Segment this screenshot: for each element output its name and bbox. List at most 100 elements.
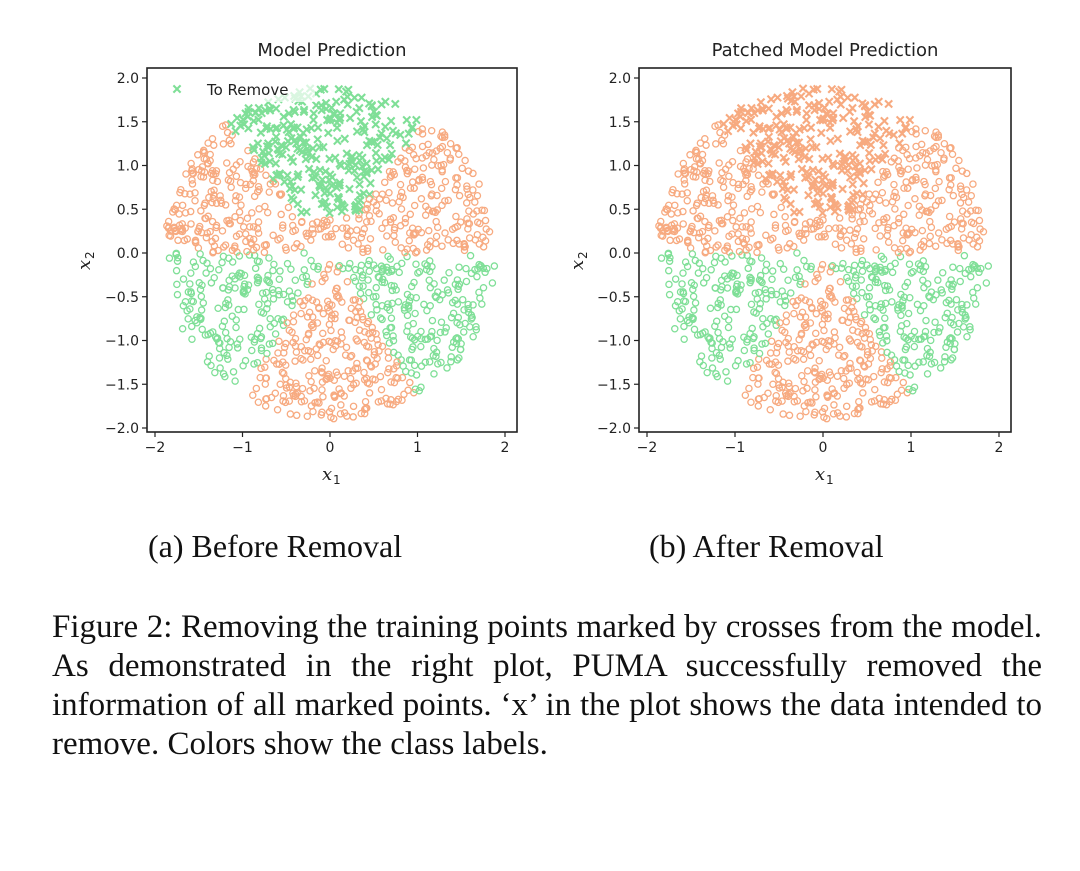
scatter-point-cross — [774, 143, 784, 152]
scatter-point — [880, 281, 889, 290]
scatter-point — [253, 278, 262, 287]
scatter-point-cross — [309, 167, 319, 177]
scatter-point — [478, 206, 486, 215]
scatter-point — [210, 273, 218, 282]
scatter-point — [852, 248, 860, 257]
scatter-point — [920, 177, 928, 186]
scatter-point — [679, 159, 688, 168]
scatter-point — [228, 246, 237, 254]
scatter-point — [701, 248, 709, 257]
scatter-point — [892, 362, 901, 370]
scatter-point — [688, 250, 697, 258]
scatter-point — [226, 219, 235, 228]
scatter-point — [359, 282, 367, 290]
scatter-point — [316, 341, 324, 349]
scatter-point — [881, 267, 889, 275]
scatter-point — [800, 321, 809, 330]
scatter-point-cross — [303, 147, 313, 156]
scatter-point-cross — [843, 93, 853, 103]
scatter-point — [772, 349, 781, 357]
scatter-point — [878, 365, 886, 373]
scatter-point-cross — [826, 136, 835, 146]
scatter-point — [191, 262, 200, 271]
scatter-point — [257, 308, 265, 316]
scatter-point — [377, 385, 386, 394]
scatter-point — [231, 213, 239, 221]
scatter-point — [236, 335, 244, 343]
scatter-point — [216, 196, 225, 205]
scatter-point — [785, 348, 793, 356]
scatter-point — [307, 256, 315, 265]
scatter-point — [232, 172, 241, 181]
scatter-point — [330, 393, 339, 402]
scatter-point — [304, 294, 313, 302]
scatter-point — [187, 289, 196, 298]
scatter-point — [938, 269, 947, 277]
scatter-point — [471, 198, 479, 206]
scatter-point — [894, 306, 902, 314]
scatter-point — [876, 232, 884, 240]
scatter-point — [900, 184, 908, 192]
scatter-point — [257, 344, 266, 352]
scatter-point-cross — [855, 167, 865, 177]
scatter-point — [268, 339, 277, 348]
scatter-point — [952, 295, 961, 304]
scatter-point-cross — [367, 165, 377, 175]
scatter-point — [401, 248, 409, 257]
scatter-point — [271, 389, 280, 398]
scatter-point — [294, 289, 302, 297]
scatter-point — [381, 219, 390, 227]
scatter-point — [772, 397, 780, 405]
scatter-point-cross — [749, 153, 759, 163]
scatter-point-cross — [866, 140, 876, 150]
scatter-point — [910, 383, 919, 391]
scatter-point — [296, 297, 304, 306]
scatter-point — [713, 372, 722, 381]
scatter-point — [269, 231, 277, 240]
scatter-point — [910, 342, 919, 351]
scatter-point — [875, 219, 883, 227]
scatter-point — [930, 132, 939, 140]
scatter-point — [254, 398, 263, 407]
scatter-point — [946, 334, 955, 342]
scatter-point-cross — [746, 115, 756, 125]
scatter-point — [728, 208, 736, 216]
scatter-point — [878, 188, 887, 197]
scatter-point — [274, 314, 282, 323]
scatter-point-cross — [754, 124, 764, 133]
scatter-point — [679, 289, 688, 298]
scatter-point — [749, 364, 758, 373]
x-tick-label: −1 — [232, 440, 253, 456]
scatter-point — [706, 177, 714, 186]
scatter-point — [218, 258, 226, 267]
scatter-point — [387, 378, 395, 386]
scatter-point-cross — [828, 113, 838, 123]
scatter-point-cross — [790, 97, 800, 107]
scatter-point-cross — [317, 105, 327, 115]
scatter-point-cross — [818, 208, 827, 218]
scatter-point — [343, 412, 351, 420]
x-tick-label: 0 — [819, 440, 828, 456]
scatter-point — [360, 225, 368, 233]
scatter-point-cross — [226, 119, 236, 129]
scatter-point — [398, 373, 407, 382]
scatter-point — [473, 230, 482, 239]
scatter-point — [842, 236, 851, 245]
scatter-point — [209, 141, 218, 149]
scatter-point — [916, 265, 924, 274]
scatter-point — [347, 351, 356, 360]
scatter-point-cross — [336, 161, 346, 171]
scatter-point — [374, 398, 383, 406]
scatter-point-cross — [848, 180, 858, 189]
scatter-point — [366, 235, 375, 243]
scatter-point-cross — [313, 135, 323, 144]
scatter-point — [235, 269, 244, 277]
scatter-point — [360, 405, 369, 414]
scatter-point — [219, 140, 228, 148]
scatter-point — [954, 240, 962, 248]
scatter-point — [799, 387, 807, 395]
scatter-point — [459, 328, 468, 336]
scatter-point — [369, 375, 377, 383]
scatter-point — [187, 269, 195, 277]
scatter-point — [717, 343, 726, 352]
